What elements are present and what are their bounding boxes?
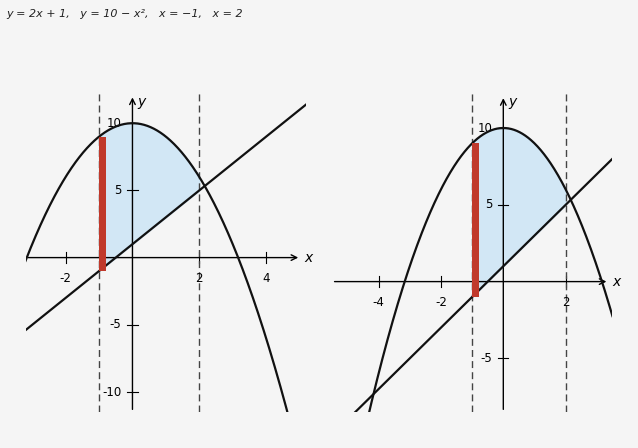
Text: x: x <box>304 250 313 265</box>
Text: 4: 4 <box>262 272 270 285</box>
Text: x: x <box>612 275 621 289</box>
Text: -4: -4 <box>373 296 385 309</box>
Text: y: y <box>137 95 145 109</box>
Text: 10: 10 <box>107 116 121 130</box>
Text: 2: 2 <box>562 296 570 309</box>
Text: -2: -2 <box>435 296 447 309</box>
Text: y: y <box>508 95 516 109</box>
Text: -5: -5 <box>480 352 492 365</box>
Text: 2: 2 <box>196 272 203 285</box>
Bar <box>472 143 479 297</box>
Text: -10: -10 <box>102 385 121 399</box>
Text: -5: -5 <box>110 318 121 332</box>
Text: -2: -2 <box>60 272 71 285</box>
Text: y = 2x + 1,   y = 10 − x²,   x = −1,   x = 2: y = 2x + 1, y = 10 − x², x = −1, x = 2 <box>6 9 243 19</box>
Text: 5: 5 <box>114 184 121 197</box>
Text: 5: 5 <box>485 198 492 211</box>
Bar <box>99 137 107 271</box>
Text: 10: 10 <box>477 121 492 134</box>
